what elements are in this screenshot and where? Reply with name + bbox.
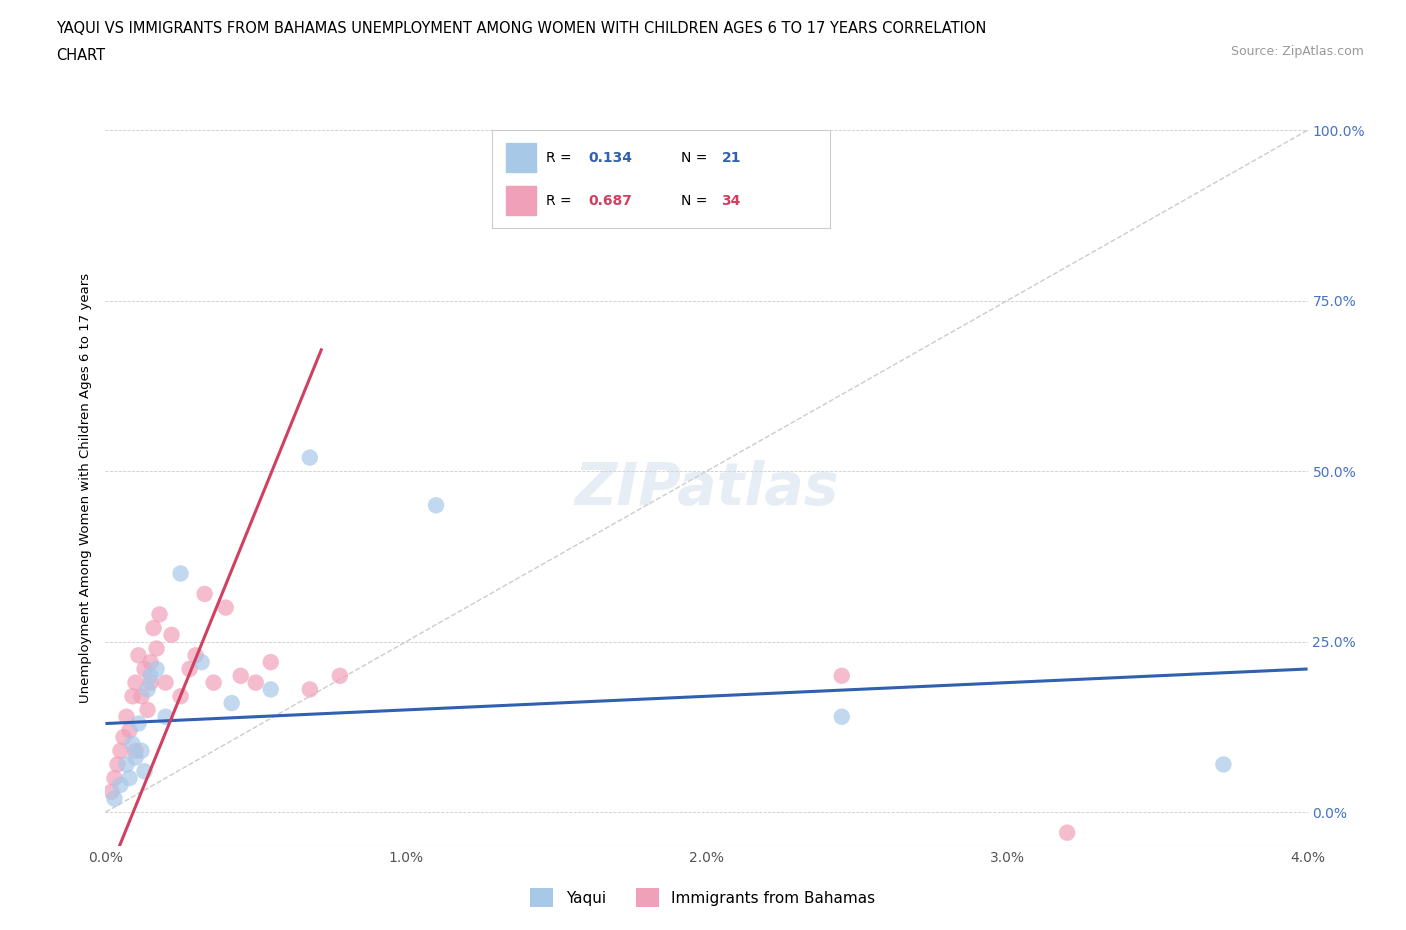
Text: 0.134: 0.134: [588, 151, 633, 165]
Point: [329, 669, 352, 684]
Point: [1212, 757, 1234, 772]
Text: 0.687: 0.687: [588, 193, 633, 207]
Point: [184, 648, 207, 663]
Text: R =: R =: [546, 193, 576, 207]
Point: [118, 723, 141, 737]
Point: [134, 764, 156, 778]
Text: ZIPatlas: ZIPatlas: [574, 459, 839, 517]
Y-axis label: Unemployment Among Women with Children Ages 6 to 17 years: Unemployment Among Women with Children A…: [79, 273, 93, 703]
Point: [155, 710, 177, 724]
Point: [194, 587, 217, 602]
Point: [831, 710, 853, 724]
Point: [139, 675, 162, 690]
Point: [121, 689, 143, 704]
Point: [260, 655, 283, 670]
Point: [121, 737, 143, 751]
Point: [425, 498, 447, 512]
Point: [1056, 825, 1078, 840]
Point: [124, 751, 146, 765]
Point: [139, 669, 162, 684]
Text: N =: N =: [681, 193, 711, 207]
Text: N =: N =: [681, 151, 711, 165]
Point: [169, 566, 191, 581]
Point: [155, 675, 177, 690]
Point: [298, 450, 321, 465]
Point: [124, 743, 146, 758]
Bar: [506, 143, 536, 172]
Point: [131, 689, 153, 704]
Point: [100, 784, 122, 799]
Point: [221, 696, 243, 711]
Point: [179, 661, 201, 676]
Point: [118, 771, 141, 786]
Point: [190, 655, 212, 670]
Point: [131, 743, 153, 758]
Point: [115, 757, 138, 772]
Point: [298, 682, 321, 697]
Point: [169, 689, 191, 704]
Point: [202, 675, 225, 690]
Point: [134, 661, 156, 676]
Text: CHART: CHART: [56, 48, 105, 63]
Point: [124, 675, 146, 690]
Point: [115, 710, 138, 724]
Point: [160, 628, 183, 643]
Text: R =: R =: [546, 151, 576, 165]
Point: [103, 791, 125, 806]
Text: 21: 21: [721, 151, 741, 165]
Point: [112, 730, 135, 745]
Point: [145, 661, 167, 676]
Text: YAQUI VS IMMIGRANTS FROM BAHAMAS UNEMPLOYMENT AMONG WOMEN WITH CHILDREN AGES 6 T: YAQUI VS IMMIGRANTS FROM BAHAMAS UNEMPLO…: [56, 21, 987, 36]
Point: [139, 655, 162, 670]
Point: [260, 682, 283, 697]
Point: [110, 743, 132, 758]
Point: [229, 669, 252, 684]
Point: [145, 641, 167, 656]
Point: [136, 682, 159, 697]
Point: [136, 702, 159, 717]
Point: [128, 648, 150, 663]
Point: [142, 620, 165, 635]
Point: [245, 675, 267, 690]
Text: Source: ZipAtlas.com: Source: ZipAtlas.com: [1230, 45, 1364, 58]
Point: [103, 771, 125, 786]
Point: [110, 777, 132, 792]
Point: [107, 757, 129, 772]
Bar: [506, 186, 536, 215]
Point: [831, 669, 853, 684]
Point: [148, 607, 170, 622]
Point: [128, 716, 150, 731]
Point: [214, 600, 236, 615]
Text: 34: 34: [721, 193, 741, 207]
Legend: Yaqui, Immigrants from Bahamas: Yaqui, Immigrants from Bahamas: [524, 883, 882, 913]
